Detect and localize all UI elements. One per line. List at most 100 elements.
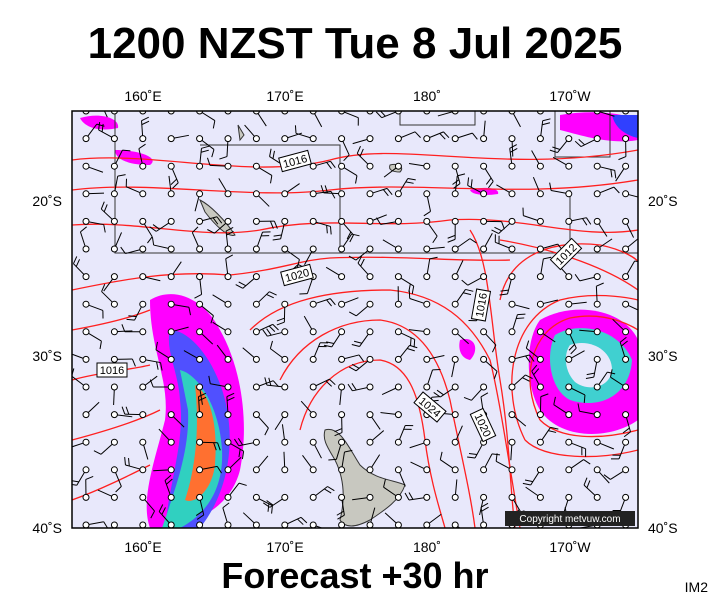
- station: [281, 355, 289, 363]
- station: [167, 273, 175, 281]
- station: [394, 273, 402, 281]
- station: [309, 162, 317, 170]
- barb-feather: [525, 374, 533, 380]
- station: [196, 493, 204, 501]
- barb-feather: [346, 231, 352, 240]
- lat-label: 20˚S: [32, 193, 62, 209]
- barb-feather: [542, 122, 551, 126]
- barb-feather: [359, 148, 364, 157]
- station: [394, 493, 402, 501]
- station: [196, 162, 204, 170]
- barb-feather: [128, 315, 137, 318]
- station: [82, 273, 90, 281]
- station: [366, 466, 374, 474]
- barb-feather: [326, 225, 328, 234]
- barb-feather: [103, 204, 108, 212]
- station: [252, 162, 260, 170]
- station: [139, 383, 147, 391]
- barb-feather: [413, 339, 416, 348]
- station: [338, 493, 346, 501]
- lon-label: 170˚W: [549, 539, 591, 555]
- copyright: Copyright metvuw.com: [519, 514, 620, 525]
- station: [167, 411, 175, 419]
- barb-feather: [212, 120, 216, 129]
- station: [593, 273, 601, 281]
- barb-feather: [264, 377, 268, 386]
- station: [110, 135, 118, 143]
- barb-feather: [122, 149, 131, 152]
- barb-feather: [457, 173, 466, 177]
- barb-feather: [320, 185, 325, 194]
- station: [565, 135, 573, 143]
- barb-feather: [210, 315, 214, 324]
- barb-staff: [568, 111, 571, 112]
- station: [309, 355, 317, 363]
- barb-feather: [98, 121, 101, 131]
- barb-feather: [452, 179, 460, 185]
- barb-feather: [614, 170, 617, 179]
- barb-feather: [326, 299, 332, 307]
- barb-feather: [408, 283, 411, 292]
- barb-feather: [358, 354, 365, 362]
- barb-feather: [269, 221, 274, 229]
- barb-feather: [166, 478, 173, 485]
- station: [252, 245, 260, 253]
- station: [508, 466, 516, 474]
- station: [338, 383, 346, 391]
- station: [139, 273, 147, 281]
- axis-labels: 160˚E 170˚E 180˚ 170˚W 160˚E 170˚E 180˚ …: [32, 88, 677, 555]
- station: [281, 493, 289, 501]
- barb-feather: [232, 92, 240, 93]
- barb-feather: [509, 144, 517, 149]
- station: [110, 273, 118, 281]
- station: [167, 521, 175, 528]
- station: [338, 521, 346, 528]
- barb-feather: [574, 274, 581, 282]
- barb-feather: [386, 188, 393, 195]
- barb-staff: [369, 111, 370, 112]
- station: [366, 217, 374, 225]
- barb-feather: [543, 256, 552, 260]
- barb-feather: [439, 451, 443, 460]
- station: [565, 466, 573, 474]
- barb-feather: [264, 427, 269, 436]
- barb-feather: [216, 216, 223, 224]
- station: [252, 493, 260, 501]
- barb-feather: [494, 226, 502, 232]
- station: [252, 217, 260, 225]
- barb-feather: [226, 396, 235, 402]
- station: [82, 355, 90, 363]
- barb-feather: [161, 507, 166, 515]
- station: [423, 438, 431, 446]
- station: [536, 135, 544, 143]
- station: [309, 135, 317, 143]
- barb-feather: [172, 182, 179, 189]
- station: [82, 521, 90, 528]
- station: [423, 162, 431, 170]
- barb-feather: [297, 518, 304, 525]
- barb-feather: [343, 154, 350, 162]
- barb-feather: [610, 369, 613, 378]
- station: [451, 273, 459, 281]
- station: [338, 273, 346, 281]
- barb-feather: [585, 217, 592, 225]
- barb-feather: [131, 358, 136, 367]
- barb-feather: [151, 237, 155, 246]
- barb-feather: [272, 380, 279, 388]
- barb-feather: [217, 442, 221, 451]
- barb-feather: [326, 162, 332, 170]
- station: [281, 300, 289, 308]
- barb-feather: [577, 403, 580, 412]
- barb-feather: [639, 197, 640, 205]
- station: [622, 493, 630, 501]
- barb-feather: [323, 344, 332, 348]
- barb-feather: [231, 96, 239, 97]
- barb-feather: [334, 432, 343, 437]
- station: [110, 438, 118, 446]
- barb-feather: [103, 224, 106, 233]
- barb-staff: [228, 111, 229, 112]
- station: [139, 493, 147, 501]
- barb-feather: [618, 93, 622, 100]
- station: [451, 493, 459, 501]
- station: [536, 493, 544, 501]
